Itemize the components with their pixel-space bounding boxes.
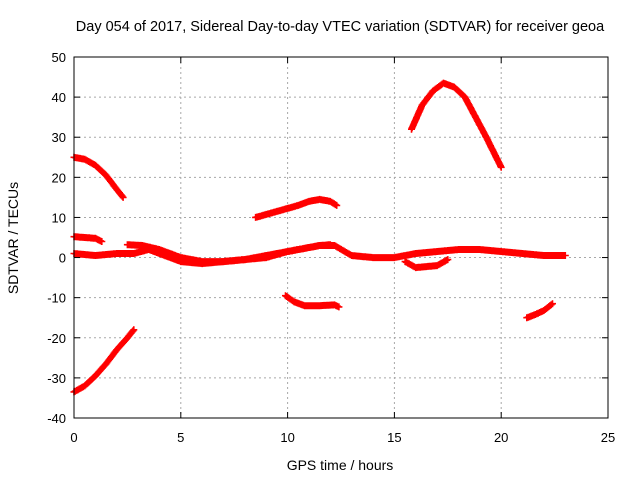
series-band-lower-left [70, 326, 138, 396]
x-tick-label: 15 [387, 430, 401, 445]
data-markers [408, 79, 505, 171]
y-tick-label: 30 [52, 130, 66, 145]
series-band-arc-right [408, 79, 505, 171]
series-band-mid [252, 195, 341, 221]
y-tick-label: 10 [52, 210, 66, 225]
x-tick-label: 20 [494, 430, 508, 445]
axis-ticks: 0 5 10 15 20 25 -40 -30 -20 -10 0 10 20 30 40 50 [47, 50, 615, 445]
series-band-lower-mid [282, 292, 343, 311]
y-tick-label: 50 [52, 50, 66, 65]
series-band-small-right [523, 300, 556, 322]
data-markers [70, 233, 106, 245]
y-tick-label: 40 [52, 90, 66, 105]
data-markers [252, 195, 341, 221]
series-band-small-left [70, 233, 106, 245]
series-band-secondary [123, 241, 334, 266]
chart-title: Day 054 of 2017, Sidereal Day-to-day VTE… [76, 19, 605, 35]
y-tick-label: -20 [47, 331, 66, 346]
y-tick-label: 20 [52, 170, 66, 185]
x-tick-label: 0 [70, 430, 77, 445]
x-tick-label: 25 [601, 430, 615, 445]
grid [74, 57, 608, 418]
x-tick-label: 5 [177, 430, 184, 445]
data-series [70, 79, 569, 396]
x-axis-label: GPS time / hours [287, 457, 394, 473]
data-markers [70, 326, 138, 396]
plot-frame [73, 56, 609, 419]
y-axis-label: SDTVAR / TECUs [5, 182, 21, 294]
x-tick-label: 10 [280, 430, 294, 445]
y-tick-label: -10 [47, 291, 66, 306]
series-band-dip [401, 256, 452, 272]
y-tick-label: -30 [47, 371, 66, 386]
data-markers [523, 300, 556, 322]
data-markers [401, 256, 452, 272]
y-tick-label: 0 [59, 251, 66, 266]
data-markers [123, 241, 334, 266]
data-markers [282, 292, 343, 311]
y-tick-label: -40 [47, 411, 66, 426]
